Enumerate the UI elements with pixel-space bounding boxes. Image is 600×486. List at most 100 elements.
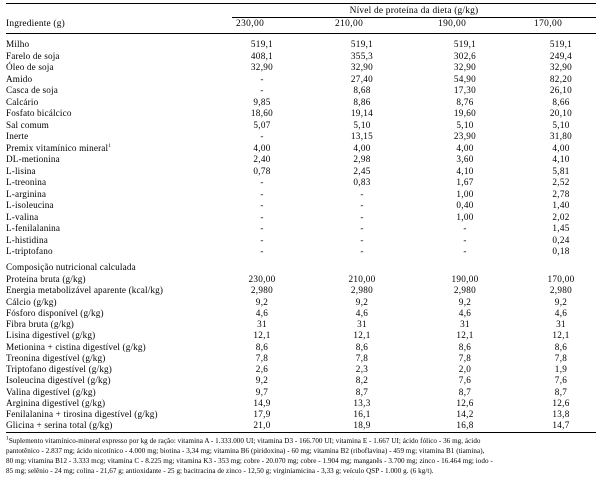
table-row: L-treonina - 0,83 1,67 2,52: [6, 177, 596, 187]
table-row: Farelo de soja 408,1 355,3 302,6 249,4: [6, 51, 596, 61]
row-value-col-1: 2,6: [255, 364, 269, 374]
row-value-col-2: 8,2: [355, 375, 369, 386]
table-row: Glicina + serina total (g/kg) 21,0 18,9 16,…: [6, 420, 596, 430]
row-value-col-2: 0,83: [353, 177, 371, 187]
table-row: L-valina - - 1,00 2,02: [6, 212, 596, 222]
row-value-col-1: 9,85: [253, 96, 271, 107]
row-value-col-1: 21,0: [253, 420, 271, 431]
row-label: L-histidina: [6, 234, 48, 245]
row-value-col-2: 355,3: [350, 50, 374, 61]
table-row: L-triptofano - - - 0,18: [6, 246, 596, 256]
column-header-4: 170,00: [534, 19, 563, 29]
table-row: Proteína bruta (g/kg) 230,00 210,00 190,00 1…: [6, 274, 596, 284]
bottom-rule: [6, 432, 596, 433]
row-value-col-1: -: [260, 246, 264, 256]
row-value-col-1: -: [260, 188, 264, 199]
table-row: Milho 519,1 519,1 519,1 519,1: [6, 39, 596, 49]
row-value-col-3: 8,76: [456, 96, 474, 107]
table-row: Metionina + cistina digestível (g/kg) 8,6…: [6, 342, 596, 352]
row-value-col-1: 2,40: [253, 154, 271, 164]
row-value-col-2: 9,2: [355, 296, 369, 307]
table-row: DL-metionina 2,40 2,98 3,60 4,10: [6, 154, 596, 164]
row-value-col-1: 9,2: [255, 296, 269, 307]
table-row: L-fenilalanina - - - 1,45: [6, 223, 596, 233]
row-value-col-4: 8,66: [552, 96, 570, 107]
row-label: Farelo de soja: [6, 50, 60, 61]
footnote-line-2: pantotênico - 2.837 mg; ácido nicotínico…: [6, 447, 485, 456]
row-value-col-2: -: [360, 211, 364, 222]
row-value-col-3: 19,60: [453, 108, 477, 118]
row-label: Proteína bruta (g/kg): [6, 274, 86, 284]
row-value-col-3: 8,7: [458, 386, 472, 397]
row-value-col-3: 4,00: [456, 142, 474, 153]
row-value-col-3: 4,6: [458, 307, 472, 318]
row-label: Casca de soja: [6, 85, 58, 95]
row-value-col-4: 1,45: [552, 223, 570, 233]
row-value-col-2: 2,45: [353, 165, 371, 176]
row-value-col-4: 0,18: [552, 246, 570, 256]
row-value-col-1: 18,60: [250, 108, 274, 118]
row-value-col-3: 190,00: [451, 274, 479, 284]
row-label: Sal comum: [6, 119, 49, 130]
table-row: Fenilalanina + tirosina digestível (g/kg…: [6, 409, 596, 419]
table-row: Sal comum 5,07 5,10 5,10 5,10: [6, 120, 596, 130]
row-value-col-4: 8,6: [554, 341, 568, 352]
row-value-col-4: 1,9: [554, 364, 568, 374]
row-label: L-triptofano: [6, 246, 53, 256]
table-row: L-arginina - - 1,00 2,78: [6, 189, 596, 199]
row-value-col-1: 4,6: [255, 307, 269, 318]
row-value-col-4: 5,10: [552, 119, 570, 130]
row-label: L-valina: [6, 211, 39, 222]
row-value-col-3: 2,0: [458, 364, 472, 374]
row-value-col-2: 32,90: [350, 62, 374, 72]
row-value-col-3: 17,30: [453, 85, 477, 95]
row-value-col-4: 0,24: [552, 234, 570, 245]
row-label: Energia metabolizável aparente (kcal/kg): [6, 285, 164, 296]
ingredient-column-header: Ingrediente (g): [6, 19, 65, 29]
row-value-col-4: 2,980: [549, 285, 573, 296]
row-value-col-3: 3,60: [456, 154, 474, 164]
row-label: Óleo de soja: [6, 62, 54, 72]
row-value-col-2: 2,3: [355, 364, 369, 374]
row-value-col-2: 27,40: [350, 73, 374, 84]
row-value-col-2: 8,7: [355, 386, 369, 397]
row-value-col-3: 0,40: [456, 200, 474, 210]
row-label: Calcário: [6, 96, 39, 107]
row-value-col-2: 210,00: [348, 274, 376, 284]
row-value-col-1: 9,7: [255, 386, 269, 397]
row-value-col-1: 9,2: [255, 375, 269, 386]
row-value-col-1: 32,90: [250, 62, 274, 72]
row-value-col-1: 14,9: [253, 397, 271, 408]
row-value-col-2: 4,6: [355, 307, 369, 318]
row-value-col-1: -: [260, 177, 264, 187]
row-value-col-3: 12,1: [456, 330, 474, 341]
table-row: Energia metabolizável aparente (kcal/kg)…: [6, 285, 596, 295]
row-value-col-2: -: [360, 188, 364, 199]
row-value-col-4: 32,90: [549, 62, 573, 72]
row-value-col-3: -: [463, 223, 467, 233]
row-value-col-3: 7,8: [458, 352, 472, 363]
row-value-col-2: 8,86: [353, 96, 371, 107]
row-value-col-3: 16,8: [456, 420, 474, 431]
row-value-col-2: -: [360, 223, 364, 233]
row-value-col-4: 8,7: [554, 386, 568, 397]
row-label: Fósforo disponível (g/kg): [6, 307, 104, 318]
row-value-col-1: 2,980: [250, 285, 274, 296]
row-label: L-fenilalanina: [6, 223, 61, 233]
row-value-col-2: 4,00: [353, 142, 371, 153]
table-row: L-isoleucina - - 0,40 1,40: [6, 200, 596, 210]
table-row: Óleo de soja 32,90 32,90 32,90 32,90: [6, 62, 596, 72]
row-value-col-1: 8,6: [255, 341, 269, 352]
row-value-col-2: -: [360, 246, 364, 256]
table-row: Amido - 27,40 54,90 82,20: [6, 74, 596, 84]
row-value-col-4: 13,8: [552, 409, 570, 419]
row-value-col-1: 408,1: [250, 50, 274, 61]
row-label: Milho: [6, 39, 30, 49]
row-value-col-1: 17,9: [253, 409, 271, 419]
table-row: Inerte - 13,15 23,90 31,80: [6, 131, 596, 141]
table-row: Casca de soja - 8,68 17,30 26,10: [6, 85, 596, 95]
table-row: Fósforo disponível (g/kg) 4,6 4,6 4,6 4,6: [6, 308, 596, 318]
column-header-1: 230,00: [236, 19, 265, 29]
table-row: Arginina digestível (g/kg) 14,9 13,3 12,6 12…: [6, 398, 596, 408]
table-row: Valina digestível (g/kg) 9,7 8,7 8,7 8,7: [6, 387, 596, 397]
